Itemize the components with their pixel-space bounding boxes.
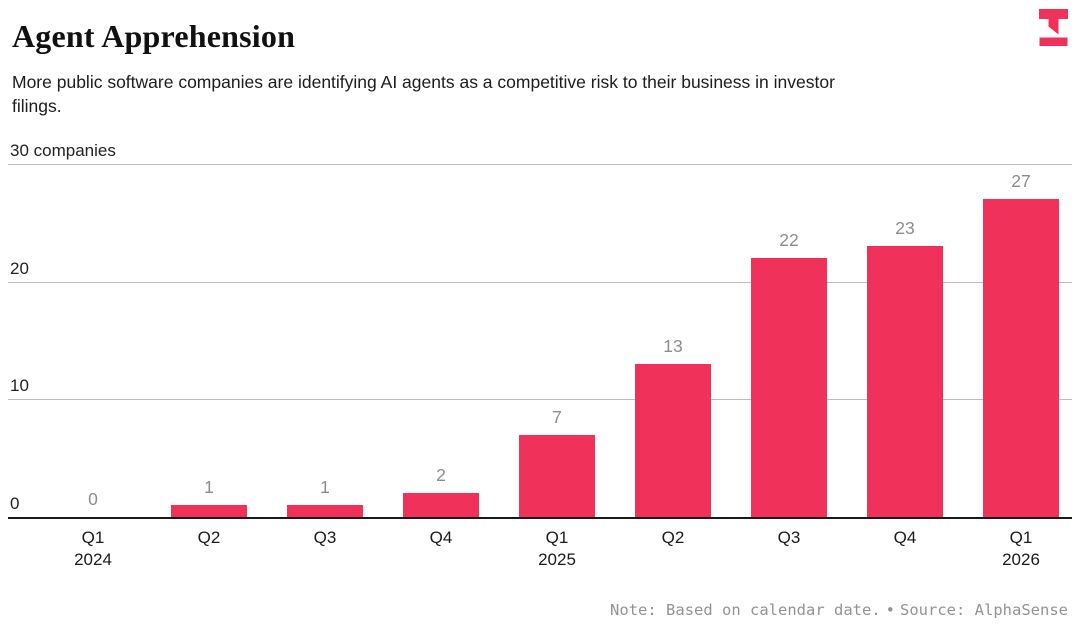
note-text: Note: Based on calendar date. — [610, 601, 881, 619]
bar-q4-2024 — [403, 493, 479, 517]
footnote-separator: • — [885, 601, 896, 619]
x-tick-quarter: Q2 — [661, 528, 685, 547]
source-text: Source: AlphaSense — [900, 601, 1068, 619]
the-information-logo-icon — [1039, 9, 1068, 46]
page-title: Agent Apprehension — [12, 18, 296, 54]
bar-q2-2025 — [635, 364, 711, 517]
y-axis-tick-30: 30 companies — [10, 141, 116, 160]
value-label-q2-2024: 1 — [204, 477, 214, 498]
x-axis-tick-q4-2024: Q4 — [383, 527, 499, 549]
x-axis-baseline — [8, 517, 1072, 519]
x-axis-tick-q1-2025: Q1 2025 — [499, 527, 615, 571]
bar-q2-2024 — [171, 505, 247, 517]
x-tick-year: 2026 — [1002, 550, 1040, 569]
x-tick-quarter: Q1 — [1009, 528, 1033, 547]
value-label-q2-2025: 13 — [663, 336, 683, 357]
x-axis-tick-q1-2026: Q1 2026 — [963, 527, 1079, 571]
bar-q3-2024 — [287, 505, 363, 517]
x-axis-tick-q1-2024: Q1 2024 — [35, 527, 151, 571]
x-tick-quarter: Q3 — [313, 528, 337, 547]
gridline-20 — [8, 281, 1072, 283]
value-label-q1-2024: 0 — [88, 489, 98, 509]
chart-subtitle: More public software companies are ident… — [12, 70, 1072, 118]
bar-q3-2025 — [751, 258, 827, 517]
gridline-10 — [8, 399, 1072, 401]
x-tick-year: 2025 — [538, 550, 576, 569]
x-tick-quarter: Q2 — [197, 528, 221, 547]
x-axis-tick-q2-2024: Q2 — [151, 527, 267, 549]
x-tick-quarter: Q4 — [893, 528, 917, 547]
value-label-q3-2025: 22 — [779, 230, 799, 251]
subtitle-line-1: More public software companies are ident… — [12, 72, 835, 92]
x-axis-tick-q3-2025: Q3 — [731, 527, 847, 549]
bar-q4-2025 — [867, 246, 943, 517]
bar-q1-2025 — [519, 434, 595, 517]
x-axis-tick-q4-2025: Q4 — [847, 527, 963, 549]
y-axis-tick-10: 10 — [10, 376, 29, 396]
x-tick-quarter: Q3 — [777, 528, 801, 547]
x-axis-tick-q3-2024: Q3 — [267, 527, 383, 549]
value-label-q4-2025: 23 — [895, 218, 915, 239]
bar-q1-2026 — [983, 199, 1059, 517]
x-tick-quarter: Q1 — [81, 528, 105, 547]
x-tick-quarter: Q1 — [545, 528, 569, 547]
subtitle-line-2: filings. — [12, 96, 62, 116]
x-tick-year: 2024 — [74, 550, 112, 569]
value-label-q4-2024: 2 — [436, 465, 446, 486]
x-tick-quarter: Q4 — [429, 528, 453, 547]
gridline-30 — [8, 164, 1072, 165]
chart-footnote: Note: Based on calendar date. • Source: Al… — [610, 601, 1068, 619]
value-label-q3-2024: 1 — [320, 477, 330, 498]
y-axis-tick-20: 20 — [10, 258, 29, 278]
value-label-q1-2025: 7 — [552, 406, 562, 427]
value-label-q1-2026: 27 — [1011, 171, 1031, 192]
x-axis-tick-q2-2025: Q2 — [615, 527, 731, 549]
y-axis-tick-0: 0 — [10, 494, 20, 513]
